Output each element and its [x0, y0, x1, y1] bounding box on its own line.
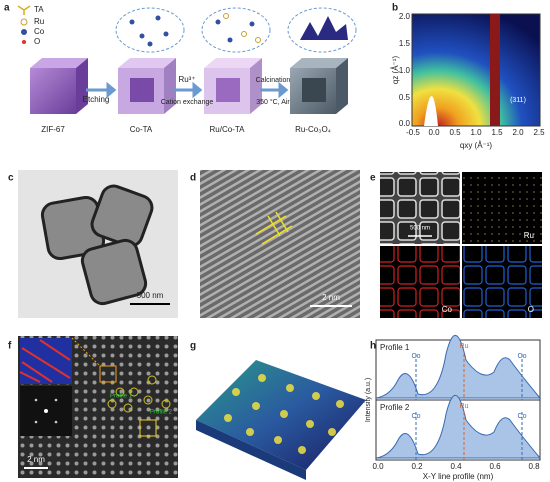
- panel-label: g: [190, 341, 196, 352]
- legend-label: Co: [34, 27, 45, 36]
- hrtem-image: [200, 170, 360, 318]
- step-label: 350 °C, Air: [256, 98, 290, 106]
- step-label: Etching: [83, 95, 110, 104]
- x-tick-label: 1.0: [470, 128, 482, 137]
- panel-label: d: [190, 173, 196, 184]
- x-tick-label: -0.5: [406, 128, 420, 137]
- panel-label: e: [370, 173, 376, 184]
- x-tick-label: 0.5: [449, 128, 461, 137]
- x-tick-label: 1.5: [491, 128, 503, 137]
- panel-f: f Profile 1 Profile 2 2 nm: [8, 336, 178, 478]
- step-label: Calcination: [256, 77, 291, 84]
- panel-h: h Profile 1 Co Ru Co Profile 2 Co Ru Co …: [365, 334, 542, 481]
- annotation: (311): [510, 97, 526, 104]
- arrows: [86, 81, 289, 99]
- peak-label: Ru: [460, 403, 469, 410]
- profile-label: Profile 2: [150, 410, 173, 416]
- scale-bar-label: 500 nm: [137, 291, 164, 300]
- y-tick-label: 0.0: [399, 119, 411, 128]
- y-axis-label: Intensity (a.u.): [365, 378, 372, 422]
- ring-311: [490, 14, 500, 126]
- panel-e: e 500 nm Ru Co O: [370, 172, 542, 318]
- legend: TA Ru Co O: [17, 5, 45, 46]
- stage-label: Co-TA: [130, 125, 153, 134]
- panel-a: a TA Ru Co O Etching Ru³⁺ Cation exchang…: [4, 3, 357, 134]
- legend-label: Ru: [34, 17, 44, 26]
- map-label: Ru: [524, 231, 534, 240]
- y-tick-label: 1.5: [399, 39, 411, 48]
- step-label: Cation exchange: [161, 99, 214, 106]
- panel-b: b (311) -0.5 0.0 0.5 1.0 1.5 2.0 2.5 0.0…: [391, 3, 545, 150]
- profile-label: Profile 1: [110, 394, 133, 400]
- stage-label: Ru-Co₃O₄: [295, 125, 331, 134]
- panel-g: g: [190, 341, 366, 480]
- panel-label: h: [370, 341, 376, 352]
- legend-label: TA: [34, 5, 44, 14]
- peak-label: Ru: [460, 343, 469, 350]
- profile-label: Profile 2: [380, 403, 410, 412]
- profile-label: Profile 1: [380, 343, 410, 352]
- peak-label: Co: [412, 413, 421, 420]
- map-label: O: [528, 305, 534, 314]
- x-tick-label: 2.0: [512, 128, 524, 137]
- x-tick-label: 0.8: [528, 462, 540, 471]
- cubes: [30, 7, 357, 114]
- panel-label: b: [392, 3, 398, 14]
- y-tick-label: 2.0: [399, 12, 411, 21]
- x-tick-label: 0.0: [428, 128, 440, 137]
- step-label: Ru³⁺: [178, 75, 195, 84]
- stage-label: Ru/Co-TA: [210, 125, 246, 134]
- x-tick-label: 0.6: [489, 462, 501, 471]
- y-tick-label: 0.5: [399, 93, 411, 102]
- x-tick-label: 0.4: [450, 462, 462, 471]
- x-tick-label: 2.5: [533, 128, 545, 137]
- x-tick-label: 0.2: [411, 462, 423, 471]
- peak-label: Co: [412, 353, 421, 360]
- map-label: Co: [442, 305, 453, 314]
- x-tick-label: 0.0: [372, 462, 384, 471]
- scale-bar-label: 2 nm: [322, 293, 340, 302]
- panel-label: a: [4, 3, 10, 14]
- x-axis-label: qxy (Å⁻¹): [460, 141, 493, 150]
- y-axis-label: qz (Å⁻¹): [391, 56, 400, 85]
- panel-label: c: [8, 173, 14, 184]
- x-axis-label: X-Y line profile (nm): [423, 472, 494, 481]
- panel-label: f: [8, 341, 12, 352]
- legend-label: O: [34, 37, 40, 46]
- peak-label: Co: [518, 353, 527, 360]
- panel-d: d 2 nm: [190, 170, 360, 318]
- scale-bar-label: 2 nm: [27, 455, 45, 464]
- peak-label: Co: [518, 413, 527, 420]
- stage-label: ZIF-67: [41, 125, 65, 134]
- y-tick-label: 1.0: [399, 66, 411, 75]
- scale-bar-label: 500 nm: [410, 226, 430, 232]
- panel-c: c 500 nm: [8, 170, 178, 318]
